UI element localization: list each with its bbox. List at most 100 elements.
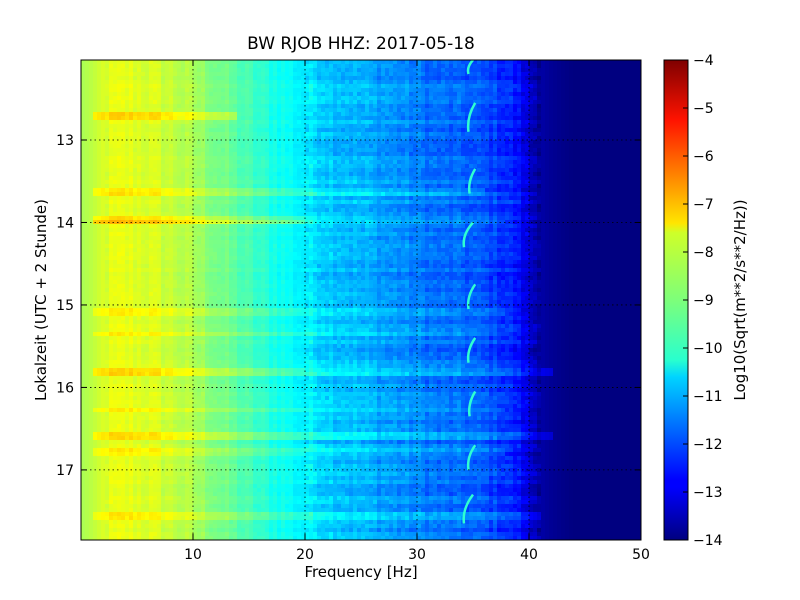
heatmap-cell [237,176,242,181]
heatmap-cell [137,168,142,173]
heatmap-cell [349,60,354,65]
heatmap-cell [349,184,354,189]
heatmap-cell [457,140,462,145]
heatmap-cell [457,104,462,109]
heatmap-cell [353,124,358,129]
heatmap-cell [433,168,438,173]
heatmap-cell [597,160,602,165]
heatmap-cell [233,160,238,165]
heatmap-cell [345,184,350,189]
heatmap-cell [129,160,134,165]
heatmap-cell [181,156,186,161]
heatmap-cell [577,192,582,197]
heatmap-cell [205,120,210,125]
heatmap-cell [413,132,418,137]
heatmap-cell [381,124,386,129]
heatmap-cell [513,152,518,157]
heatmap-cell [621,100,626,105]
heatmap-cell [209,112,214,117]
heatmap-cell [97,108,102,113]
heatmap-cell [441,172,446,177]
heatmap-cell [189,96,194,101]
heatmap-cell [357,60,362,65]
heatmap-cell [497,160,502,165]
heatmap-cell [445,72,450,77]
heatmap-cell [429,104,434,109]
heatmap-cell [333,136,338,141]
heatmap-cell [313,172,318,177]
heatmap-cell [561,192,566,197]
heatmap-cell [337,168,342,173]
heatmap-cell [117,168,122,173]
heatmap-cell [501,92,506,97]
heatmap-cell [121,128,126,133]
heatmap-cell [565,104,570,109]
heatmap-cell [285,104,290,109]
heatmap-cell [429,148,434,153]
heatmap-cell [153,64,158,69]
heatmap-cell [181,80,186,85]
heatmap-cell [217,108,222,113]
heatmap-cell [185,180,190,185]
heatmap-cell [473,108,478,113]
heatmap-cell [513,192,518,197]
heatmap-cell [289,88,294,93]
heatmap-cell [333,156,338,161]
heatmap-cell [217,96,222,101]
heatmap-cell [161,100,166,105]
heatmap-cell [413,128,418,133]
heatmap-cell [597,76,602,81]
heatmap-cell [397,88,402,93]
heatmap-cell [225,132,230,137]
heatmap-cell [261,184,266,189]
heatmap-cell [161,112,166,117]
heatmap-cell [545,112,550,117]
heatmap-cell [213,84,218,89]
heatmap-cell [133,128,138,133]
heatmap-cell [525,168,530,173]
heatmap-cell [241,136,246,141]
heatmap-cell [189,188,194,193]
heatmap-cell [229,112,234,117]
heatmap-cell [129,68,134,73]
heatmap-cell [165,168,170,173]
heatmap-cell [165,144,170,149]
heatmap-cell [497,152,502,157]
heatmap-cell [277,116,282,121]
heatmap-cell [365,64,370,69]
heatmap-cell [597,156,602,161]
heatmap-cell [629,112,634,117]
heatmap-cell [149,160,154,165]
heatmap-cell [229,76,234,81]
heatmap-cell [557,60,562,65]
heatmap-cell [241,160,246,165]
heatmap-cell [137,188,142,193]
heatmap-cell [185,108,190,113]
heatmap-cell [501,172,506,177]
heatmap-cell [193,96,198,101]
heatmap-cell [425,120,430,125]
heatmap-cell [581,144,586,149]
heatmap-cell [201,160,206,165]
heatmap-cell [389,180,394,185]
heatmap-cell [141,164,146,169]
heatmap-cell [329,148,334,153]
heatmap-cell [573,136,578,141]
heatmap-cell [445,92,450,97]
heatmap-cell [153,140,158,145]
heatmap-cell [165,128,170,133]
heatmap-cell [557,80,562,85]
heatmap-cell [601,100,606,105]
heatmap-cell [137,192,142,197]
heatmap-cell [613,60,618,65]
heatmap-cell [613,92,618,97]
heatmap-cell [325,92,330,97]
heatmap-cell [389,76,394,81]
heatmap-cell [597,180,602,185]
heatmap-cell [405,128,410,133]
heatmap-cell [125,112,130,117]
heatmap-cell [373,80,378,85]
heatmap-cell [229,92,234,97]
heatmap-cell [377,72,382,77]
heatmap-cell [189,192,194,197]
